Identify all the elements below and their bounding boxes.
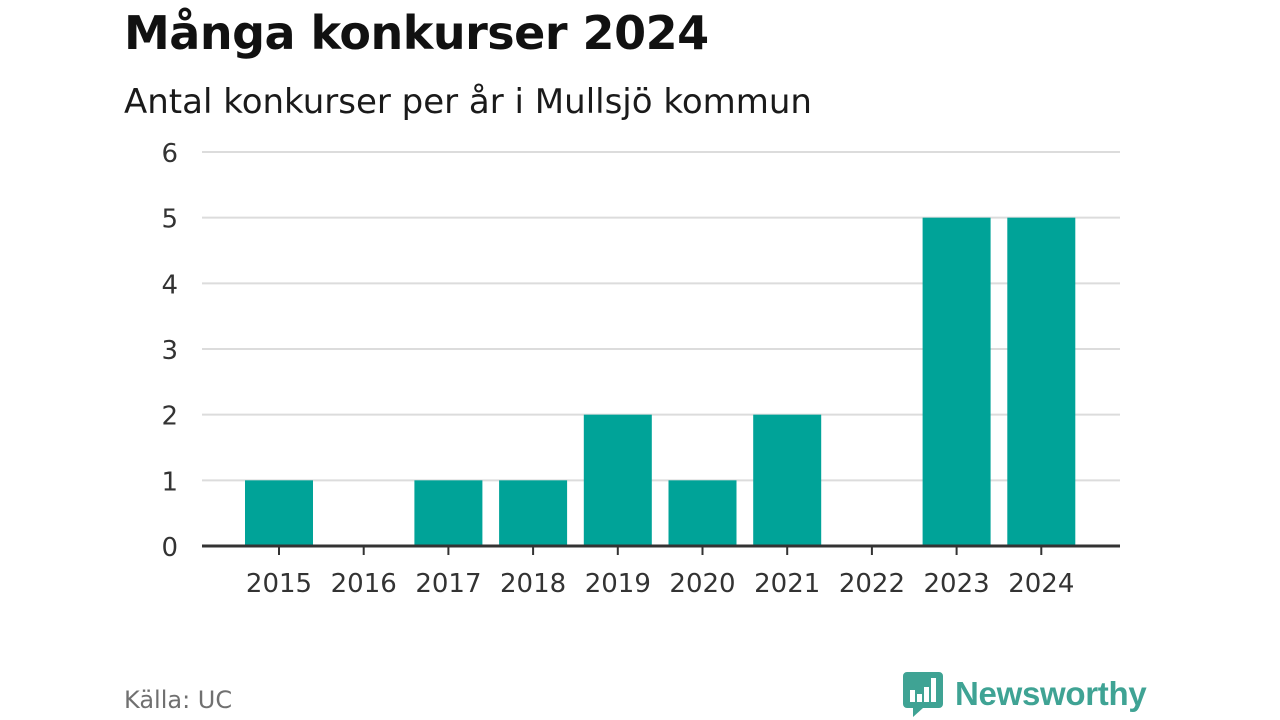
y-tick-label: 3 xyxy=(161,336,178,366)
bar-2017 xyxy=(414,480,483,546)
x-tick-label: 2017 xyxy=(415,569,481,599)
source-note: Källa: UC xyxy=(124,686,233,714)
bar-2015 xyxy=(245,480,313,546)
x-tick-label: 2023 xyxy=(924,569,990,599)
bar-2018 xyxy=(499,480,568,546)
y-tick-label: 1 xyxy=(161,467,178,497)
bar-2019 xyxy=(583,414,652,546)
newsworthy-logo-icon xyxy=(903,672,943,717)
bar-2024 xyxy=(1007,217,1076,546)
x-tick-label: 2022 xyxy=(839,569,905,599)
y-tick-label: 4 xyxy=(161,270,178,300)
bar-2020 xyxy=(668,480,737,546)
bars xyxy=(245,217,1076,546)
y-tick-label: 2 xyxy=(161,402,178,432)
x-tick-label: 2021 xyxy=(754,569,820,599)
x-tick-label: 2020 xyxy=(669,569,735,599)
x-tick-label: 2016 xyxy=(331,569,397,599)
x-tick-label: 2024 xyxy=(1008,569,1074,599)
y-tick-label: 0 xyxy=(161,533,178,563)
chart-subtitle: Antal konkurser per år i Mullsjö kommun xyxy=(124,82,812,122)
x-tick-label: 2015 xyxy=(246,569,312,599)
x-tick-labels: 2015 2016 2017 2018 2019 2020 2021 2022 2023 2024 xyxy=(246,546,1074,599)
bar-2021 xyxy=(753,414,822,546)
y-tick-label: 5 xyxy=(161,205,178,235)
y-tick-labels: 0 1 2 3 4 5 6 xyxy=(161,139,178,563)
x-tick-label: 2019 xyxy=(585,569,651,599)
newsworthy-logo: Newsworthy xyxy=(903,670,1147,718)
x-tick-label: 2018 xyxy=(500,569,566,599)
newsworthy-logo-text: Newsworthy xyxy=(955,675,1147,712)
y-tick-label: 6 xyxy=(161,139,178,169)
chart-title: Många konkurser 2024 xyxy=(124,6,709,60)
bar-2023 xyxy=(922,217,991,546)
